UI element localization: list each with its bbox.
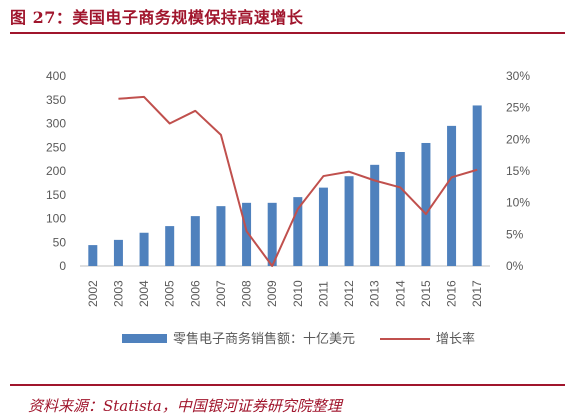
x-tick-label: 2012 bbox=[342, 280, 356, 307]
left-axis-tick-label: 400 bbox=[46, 69, 66, 83]
right-axis-tick-label: 30% bbox=[506, 69, 530, 83]
right-axis-tick-label: 0% bbox=[506, 259, 524, 273]
x-tick-label: 2007 bbox=[214, 280, 228, 307]
right-axis-tick-label: 10% bbox=[506, 196, 530, 210]
ecommerce-chart: 0 50 100 150 200 250 300 350 400 0% 5% 10% 15% 20% 25%… bbox=[46, 69, 530, 347]
bar bbox=[267, 202, 277, 266]
x-tick-label: 2002 bbox=[86, 280, 100, 307]
bar bbox=[421, 142, 431, 266]
legend-bar-swatch bbox=[122, 334, 167, 343]
left-axis-tick-label: 50 bbox=[53, 235, 67, 249]
x-tick-label: 2005 bbox=[163, 280, 177, 307]
left-axis-tick-label: 150 bbox=[46, 188, 66, 202]
left-axis-tick-label: 200 bbox=[46, 164, 66, 178]
x-tick-label: 2010 bbox=[291, 280, 305, 307]
right-axis-tick-label: 20% bbox=[506, 132, 530, 146]
source-note: 资料来源：Statista，中国银河证券研究院整理 bbox=[28, 397, 342, 415]
figure-title: 图 27：美国电子商务规模保持高速增长 bbox=[10, 8, 304, 27]
left-axis-tick-label: 250 bbox=[46, 140, 66, 154]
left-axis-tick-label: 350 bbox=[46, 93, 66, 107]
x-tick-label: 2013 bbox=[368, 280, 382, 307]
left-axis-tick-label: 0 bbox=[59, 259, 66, 273]
bar bbox=[370, 164, 380, 266]
right-axis-tick-label: 5% bbox=[506, 227, 524, 241]
x-tick-label: 2008 bbox=[240, 280, 254, 307]
right-axis-tick-label: 25% bbox=[506, 101, 530, 115]
bar bbox=[139, 232, 149, 266]
bar bbox=[88, 245, 98, 266]
x-tick-label: 2006 bbox=[188, 280, 202, 307]
left-axis-tick-label: 300 bbox=[46, 117, 66, 131]
bar bbox=[190, 216, 200, 266]
legend-line-label: 增长率 bbox=[436, 331, 475, 347]
title-rule bbox=[10, 32, 565, 34]
x-tick-label: 2003 bbox=[111, 280, 125, 307]
bar bbox=[344, 176, 354, 266]
x-tick-label: 2009 bbox=[265, 280, 279, 307]
legend-bar-label: 零售电子商务销售额：十亿美元 bbox=[173, 331, 355, 347]
growth-rate-line bbox=[118, 95, 478, 267]
x-tick-label: 2004 bbox=[137, 280, 151, 307]
x-tick-label: 2017 bbox=[470, 280, 484, 307]
x-tick-label: 2014 bbox=[393, 280, 407, 307]
bar bbox=[395, 152, 405, 266]
x-tick-label: 2016 bbox=[445, 280, 459, 307]
bar bbox=[165, 226, 175, 266]
bar bbox=[216, 206, 226, 266]
right-axis-tick-label: 15% bbox=[506, 164, 530, 178]
bar bbox=[447, 125, 457, 266]
bar bbox=[472, 105, 482, 266]
source-rule bbox=[10, 384, 565, 386]
bar bbox=[318, 187, 328, 266]
x-tick-label: 2015 bbox=[419, 280, 433, 307]
x-tick-label: 2011 bbox=[316, 281, 330, 307]
bar bbox=[242, 202, 252, 266]
bar bbox=[113, 239, 123, 266]
left-axis-tick-label: 100 bbox=[46, 212, 66, 226]
bar bbox=[293, 197, 303, 266]
